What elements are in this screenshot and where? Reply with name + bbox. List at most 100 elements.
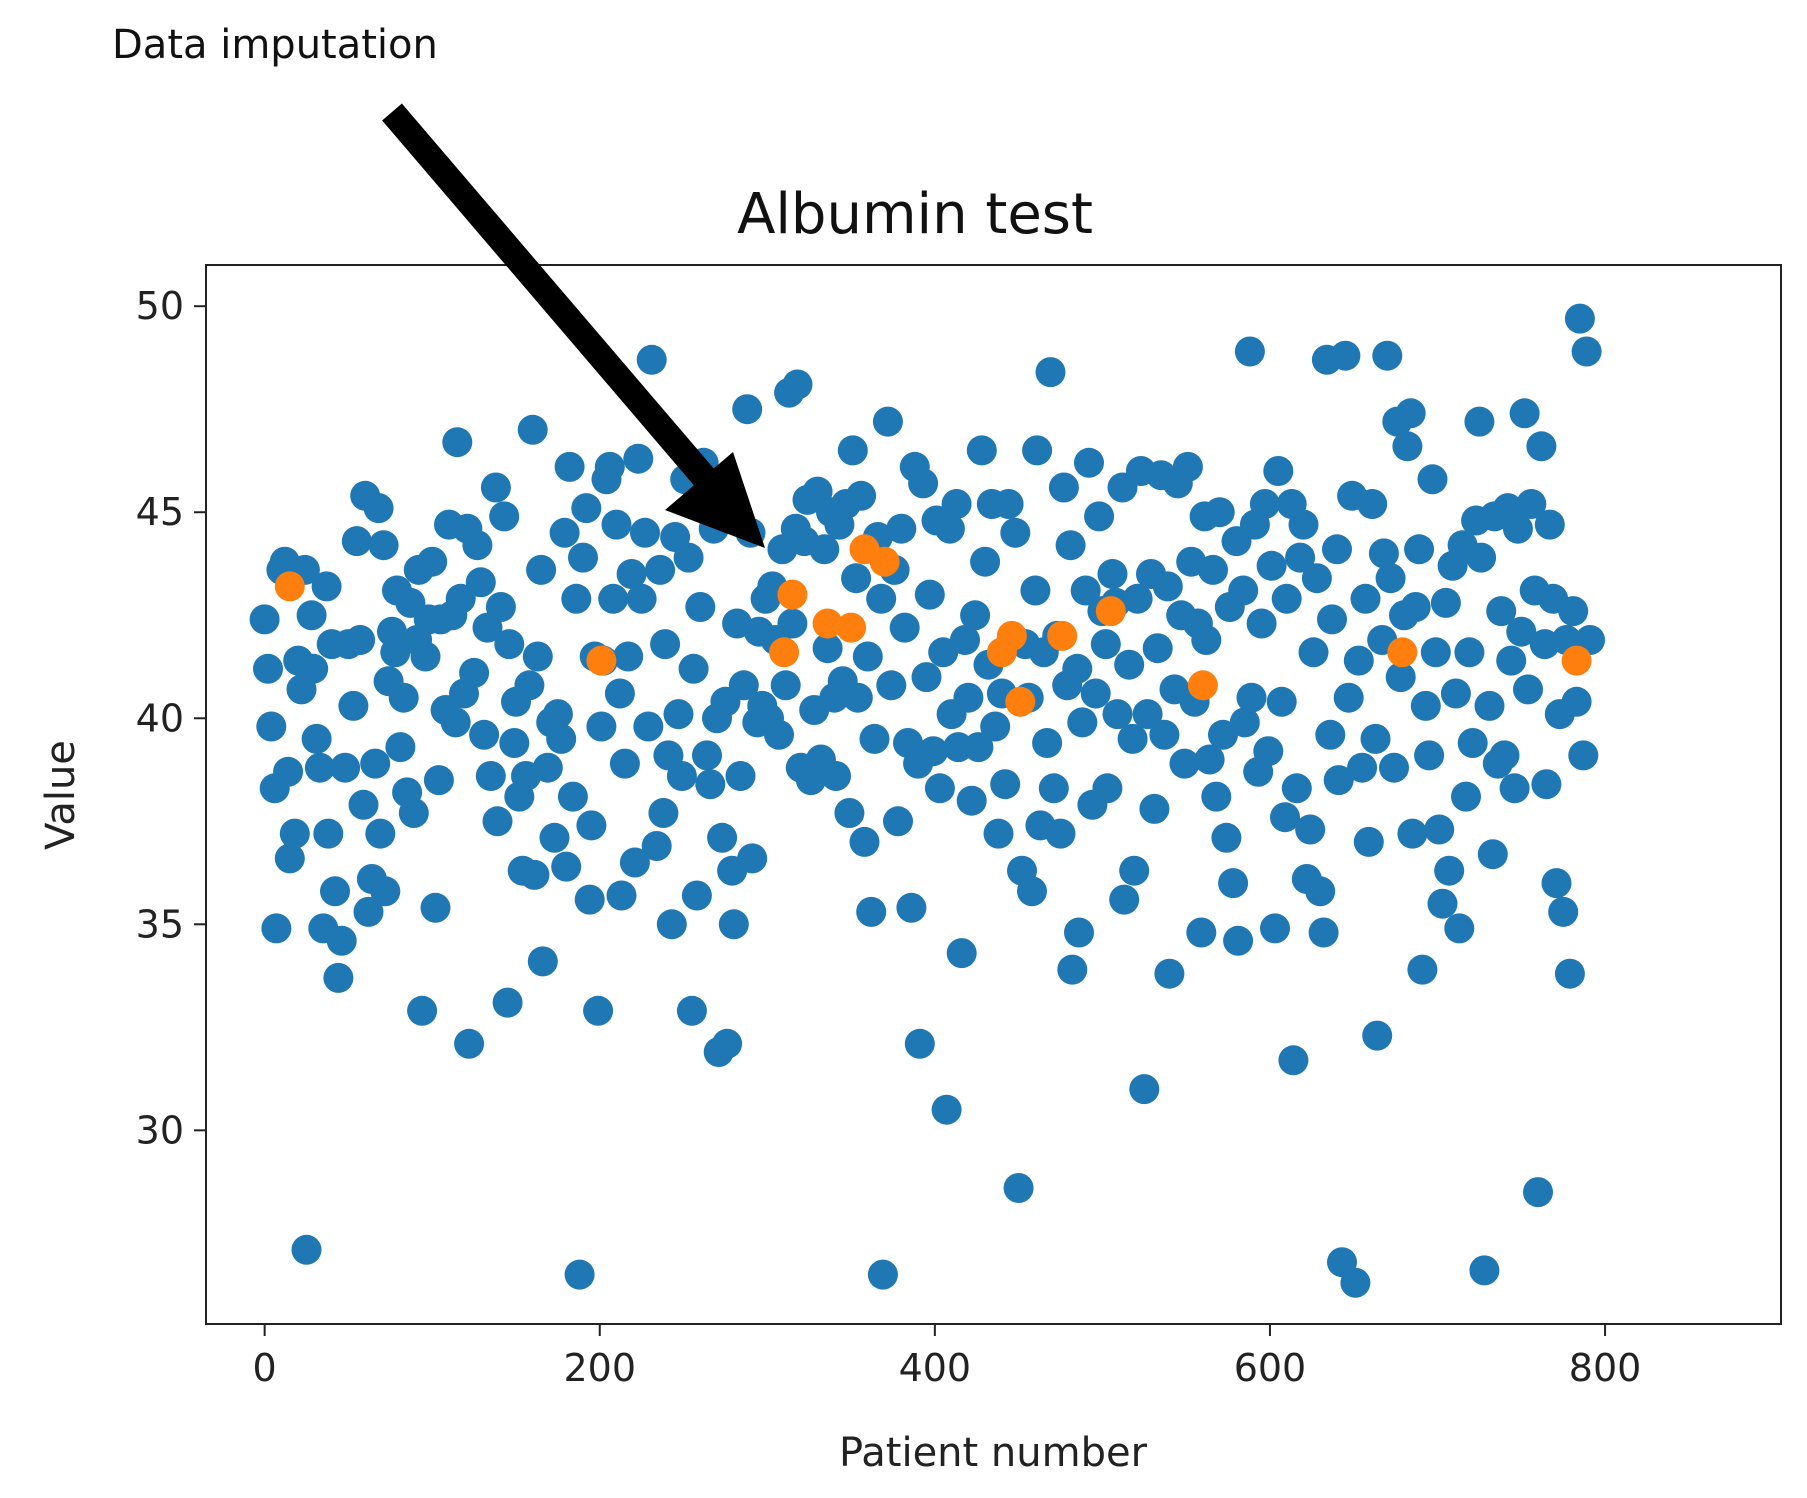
data-point-s0-295 [1194,744,1225,775]
data-point-s1-5 [836,612,867,643]
data-point-s1-15 [1561,645,1592,676]
data-point-s0-391 [1506,616,1537,647]
data-point-s0-250 [1048,472,1079,503]
data-point-s0-185 [837,435,868,466]
data-point-s0-25 [330,752,361,783]
data-point-s0-162 [764,719,794,750]
data-point-s0-365 [1420,637,1451,668]
data-point-s0-327 [1298,637,1329,668]
data-point-s0-333 [1317,604,1347,635]
data-point-s0-283 [1154,958,1185,989]
data-point-s0-186 [841,563,872,594]
data-point-s0-210 [918,736,949,767]
data-point-s0-372 [1444,913,1475,944]
data-point-s0-410 [1568,740,1599,771]
data-point-s0-133 [673,542,704,573]
data-point-s0-362 [1410,690,1441,721]
data-point-s0-299 [1208,719,1238,750]
data-point-s0-375 [1454,637,1485,668]
data-point-s0-314 [1256,550,1287,581]
data-point-s0-14 [296,600,327,631]
data-point-s0-215 [934,513,965,544]
data-point-s0-342 [1347,752,1378,783]
data-point-s0-91 [539,822,570,853]
data-point-s0-219 [946,938,977,969]
data-point-s1-2 [777,579,808,610]
data-point-s0-306 [1229,707,1260,738]
data-point-s0-99 [564,1259,595,1290]
data-point-s0-343 [1350,583,1381,614]
data-point-s0-235 [1000,517,1031,548]
data-point-s0-236 [1003,1173,1034,1203]
annotation-arrow [382,103,765,548]
data-point-s0-73 [482,806,513,837]
data-point-s0-78 [499,728,530,758]
data-point-s0-380 [1469,1255,1500,1286]
data-point-s0-394 [1516,489,1547,519]
data-point-s0-385 [1486,596,1517,627]
data-point-s0-16 [301,723,332,754]
data-point-s0-256 [1067,707,1098,738]
data-point-s0-409 [1564,303,1595,334]
data-point-s0-400 [1534,509,1565,540]
data-point-s0-352 [1379,752,1409,783]
data-point-s1-14 [1387,637,1418,668]
data-point-s0-305 [1228,575,1259,606]
x-tick-label-0: 0 [253,1346,277,1390]
data-point-s0-86 [522,641,553,672]
data-point-s0-382 [1477,839,1508,870]
data-point-s0-213 [928,637,959,668]
data-point-s0-77 [494,629,525,660]
data-point-s0-53 [417,546,448,577]
x-axis-label: Patient number [839,1430,1148,1476]
data-point-s0-93 [546,723,577,754]
data-point-s0-113 [606,880,637,911]
data-point-s0-225 [966,435,997,466]
data-point-s0-255 [1064,917,1094,948]
data-point-s1-3 [769,637,800,668]
data-point-s0-253 [1057,954,1088,985]
data-point-s0-311 [1246,608,1277,639]
data-point-s0-226 [970,546,1001,577]
data-point-s0-27 [338,690,369,721]
data-point-s0-125 [648,798,679,828]
data-point-s0-386 [1489,740,1520,771]
data-point-s0-369 [1434,855,1465,886]
data-point-s0-374 [1451,781,1481,812]
y-tick-label-50: 50 [136,284,184,328]
data-point-s0-258 [1074,447,1104,478]
data-point-s0-135 [678,653,709,684]
data-point-s0-371 [1440,678,1471,709]
data-point-s0-207 [908,468,939,499]
data-point-s0-312 [1249,489,1280,519]
data-point-s0-100 [568,542,598,573]
data-point-s0-148 [718,909,749,940]
data-point-s0-399 [1531,769,1562,800]
data-point-s0-106 [586,711,617,742]
data-point-s0-357 [1395,398,1426,429]
data-point-s0-240 [1017,876,1047,907]
data-point-s0-87 [526,554,557,585]
data-point-s0-19 [311,571,342,602]
x-tick-label-200: 200 [563,1346,636,1390]
data-point-s0-322 [1281,773,1312,804]
data-point-s1-13 [1187,670,1218,701]
data-point-s0-188 [846,480,877,511]
data-point-s0-260 [1080,678,1111,709]
data-point-s0-223 [960,600,991,631]
data-point-s0-116 [616,559,647,589]
axis-ticks-layer: 0 200 400 600 800 30 35 40 45 50 [136,284,1642,1390]
data-point-s0-34 [360,748,391,779]
data-point-s0-120 [630,517,660,548]
data-point-s0-164 [770,670,801,701]
data-point-s0-246 [1035,357,1066,388]
data-point-s0-307 [1234,336,1265,367]
data-point-s0-329 [1305,876,1336,907]
data-point-s0-376 [1457,728,1488,758]
data-point-s0-328 [1301,563,1332,594]
data-point-s0-96 [554,451,585,482]
data-point-s0-98 [561,583,592,614]
y-tick-label-45: 45 [136,490,184,534]
data-point-s0-390 [1502,513,1533,544]
data-point-s0-101 [571,493,602,524]
